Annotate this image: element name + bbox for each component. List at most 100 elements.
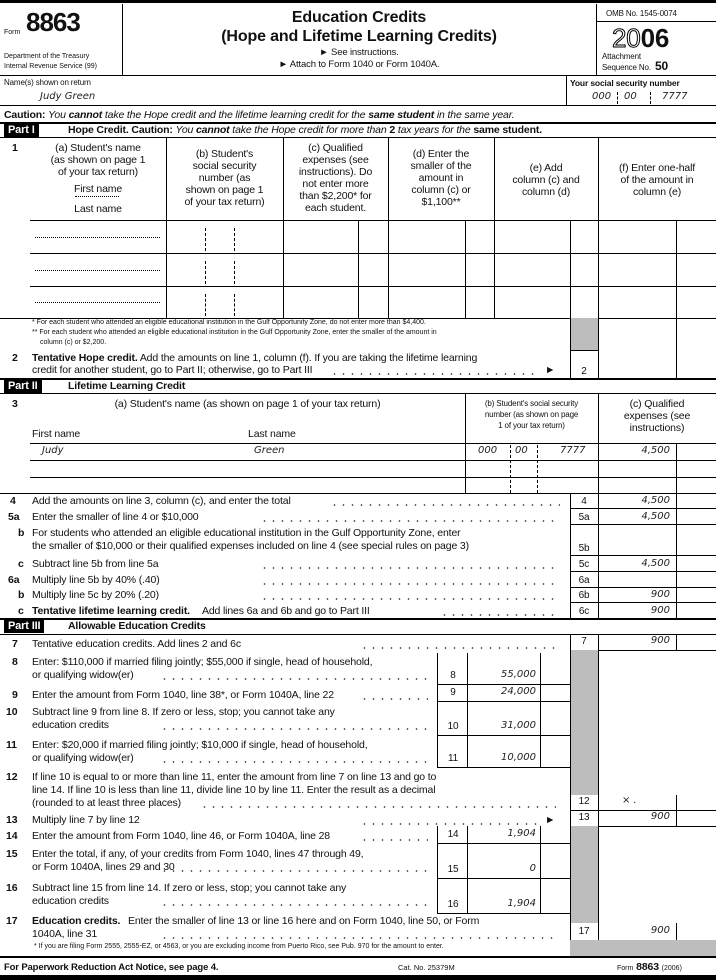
catalog-number: Cat. No. 25379M	[398, 963, 455, 972]
sequence-label: Sequence No.	[602, 63, 651, 72]
line-15-amount-field[interactable]: 0	[529, 863, 536, 874]
line-13-number: 13	[6, 814, 18, 826]
line-13-box-label: 13	[578, 812, 590, 823]
leader-dots	[160, 937, 556, 939]
line-5a-text: Enter the smaller of line 4 or $10,000	[32, 511, 199, 523]
ssn-serial-field[interactable]: 7777	[662, 91, 688, 102]
part-1-caution: 2	[389, 124, 396, 136]
line-7-number: 7	[12, 638, 18, 650]
caution-text: You	[48, 109, 66, 121]
leader-dots	[200, 806, 556, 808]
line-1-number: 1	[12, 142, 18, 154]
ssn-separator	[510, 445, 511, 493]
rule-line	[0, 956, 716, 958]
line-11-text: Enter: $20,000 if married filing jointly…	[32, 739, 368, 751]
line-8-amount-field[interactable]: 55,000	[501, 669, 536, 680]
rule-line	[570, 508, 716, 509]
line-6c-number: c	[18, 605, 24, 617]
line-12-box-label: 12	[578, 796, 590, 807]
line-14-number: 14	[6, 830, 18, 842]
attachment-label: Attachment	[602, 52, 641, 61]
caution-text: cannot	[68, 109, 103, 121]
ssn-separator	[617, 92, 618, 104]
leader-dots	[360, 647, 556, 649]
line-7-amount-field[interactable]: 900	[650, 635, 670, 646]
footnote-2: ** For each student who attended an elig…	[32, 329, 437, 336]
rule-line	[540, 826, 541, 913]
name-dotted-line	[35, 302, 160, 303]
part-1-title: Hope Credit. Caution: You cannot take th…	[68, 124, 542, 136]
taxpayer-name-field[interactable]: Judy Green	[40, 91, 96, 102]
line-4-amount-field[interactable]: 4,500	[641, 495, 670, 506]
rule-line	[570, 602, 716, 603]
line-16-amount-field[interactable]: 1,904	[507, 898, 536, 909]
part-3-label: Part III	[4, 619, 45, 633]
line-6b-amount-field[interactable]: 900	[650, 589, 670, 600]
col-d-header: (d) Enter the smaller of the amount in c…	[410, 148, 472, 208]
col-a-header: (a) Student's name (as shown on page 1 o…	[114, 398, 381, 410]
line-11-amount-field[interactable]: 10,000	[501, 752, 536, 763]
rule-line	[0, 618, 716, 620]
line-7-text: Tentative education credits. Add lines 2…	[32, 638, 241, 650]
part-3-title: Allowable Education Credits	[68, 620, 206, 632]
student-ssn-group-field[interactable]: 00	[515, 445, 528, 456]
student-ssn-serial-field[interactable]: 7777	[560, 445, 586, 456]
irs-label: Internal Revenue Service (99)	[4, 63, 97, 70]
student-ssn-area-field[interactable]: 000	[478, 445, 498, 456]
line-9-amount-field[interactable]: 24,000	[501, 686, 536, 697]
paperwork-notice: For Paperwork Reduction Act Notice, see …	[4, 962, 219, 973]
col-b-header: (b) Student's social security number (as…	[484, 399, 579, 430]
rule-line	[0, 122, 716, 124]
line-17-amount-field[interactable]: 900	[650, 925, 670, 936]
line-4-text: Add the amounts on line 3, column (c), a…	[32, 495, 291, 507]
part-1-caution: cannot	[195, 124, 230, 136]
leader-dots	[360, 839, 428, 841]
rule-line	[0, 318, 716, 319]
line-17-box-label: 17	[578, 926, 590, 937]
attach-instructions: ► Attach to Form 1040 or Form 1040A.	[278, 59, 440, 70]
leader-dots	[160, 728, 428, 730]
line-5a-amount-field[interactable]: 4,500	[641, 511, 670, 522]
line-5c-amount-field[interactable]: 4,500	[641, 558, 670, 569]
student-expenses-field[interactable]: 4,500	[641, 445, 670, 456]
ssn-group-field[interactable]: 00	[624, 91, 637, 102]
student-first-name-field[interactable]: Judy	[42, 445, 64, 456]
col-f-header: (f) Enter one-half of the amount in colu…	[618, 162, 696, 198]
rule-line	[437, 913, 570, 914]
line-13-amount-field[interactable]: 900	[650, 811, 670, 822]
line-5b-text-cont: the smaller of $10,000 or their qualifie…	[32, 540, 469, 552]
rule-line	[122, 4, 123, 76]
rule-line	[283, 137, 284, 318]
rule-line	[30, 443, 716, 444]
line-6c-amount-field[interactable]: 900	[650, 605, 670, 616]
line-14-box-label: 14	[447, 829, 459, 840]
ssn-area-field[interactable]: 000	[592, 91, 612, 102]
leader-dots	[260, 583, 560, 585]
omb-number: OMB No. 1545-0074	[606, 9, 677, 18]
rule-line	[0, 975, 716, 980]
footnote-2-cont: column (c) or $2,200.	[40, 339, 107, 346]
arrow-icon: ►	[545, 364, 556, 376]
leader-dots	[330, 373, 540, 375]
rule-line	[0, 634, 716, 635]
leader-dots	[260, 567, 560, 569]
student-last-name-field[interactable]: Green	[254, 445, 285, 456]
rule-line	[570, 350, 598, 351]
line-10-text: Subtract line 9 from line 8. If zero or …	[32, 706, 335, 718]
rule-line	[596, 4, 597, 76]
ssn-separator	[234, 294, 235, 316]
line-14-amount-field[interactable]: 1,904	[507, 828, 536, 839]
line-10-text-cont: education credits	[32, 719, 109, 731]
line-2-heading: Tentative Hope credit.	[32, 352, 138, 364]
rule-line	[0, 0, 716, 3]
rule-line	[437, 878, 570, 879]
line-10-amount-field[interactable]: 31,000	[501, 720, 536, 731]
line-12-amount-field[interactable]: × .	[622, 795, 637, 806]
year-bold: 06	[640, 23, 670, 53]
rule-line	[540, 653, 541, 767]
rule-line	[596, 21, 716, 22]
line-6b-number: b	[18, 589, 25, 601]
shaded-cell	[570, 940, 716, 956]
line-16-number: 16	[6, 882, 18, 894]
rule-line	[598, 634, 599, 940]
